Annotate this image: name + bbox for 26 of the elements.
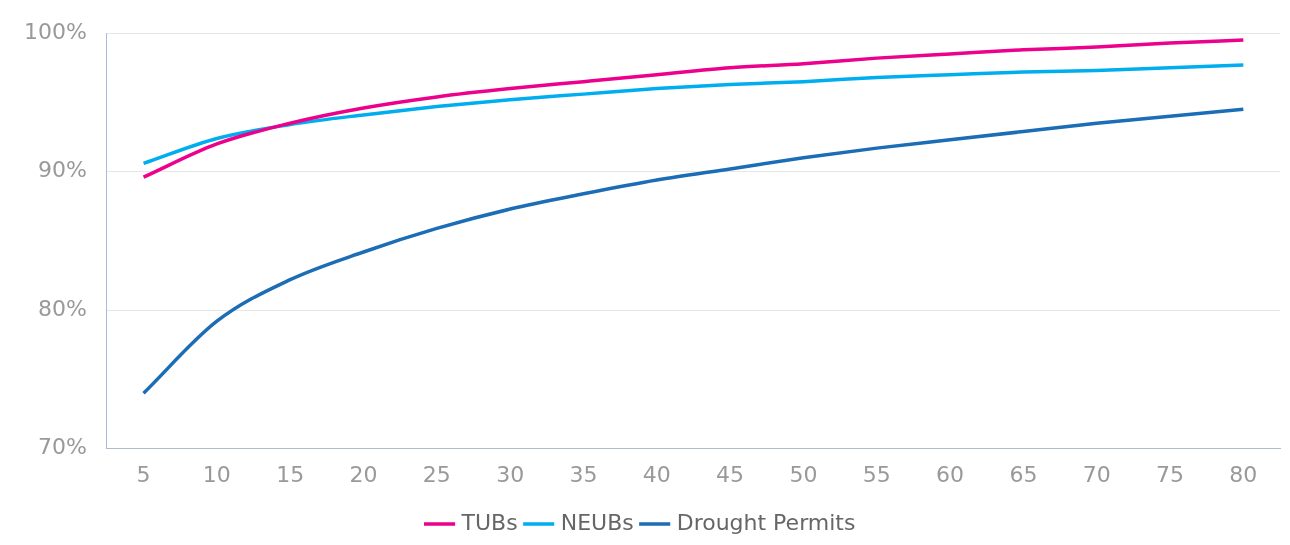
- y-tick-label: 100%: [23, 18, 87, 44]
- x-tick-label: 10: [202, 461, 231, 487]
- x-tick-label: 70: [1082, 461, 1111, 487]
- x-tick-label: 60: [936, 461, 965, 487]
- y-tick-label: 90%: [37, 157, 87, 183]
- y-tick-label: 70%: [37, 434, 87, 460]
- line-series: [141, 38, 1246, 179]
- x-tick-label: 5: [136, 461, 151, 487]
- line-series: [141, 107, 1246, 395]
- line-series: [141, 63, 1246, 166]
- x-tick-label: 25: [422, 461, 451, 487]
- legend-label: Drought Permits: [676, 509, 856, 535]
- legend-label: NEUBs: [560, 509, 634, 535]
- y-tick-label: 80%: [37, 295, 87, 321]
- x-tick-label: 45: [716, 461, 745, 487]
- x-tick-label: 35: [569, 461, 598, 487]
- x-tick-label: 40: [642, 461, 671, 487]
- x-tick-label: 20: [349, 461, 378, 487]
- x-tick-label: 30: [496, 461, 525, 487]
- x-tick-label: 15: [276, 461, 305, 487]
- x-tick-label: 75: [1156, 461, 1185, 487]
- legend-label: TUBs: [460, 509, 518, 535]
- x-tick-label: 80: [1229, 461, 1258, 487]
- x-tick-label: 65: [1009, 461, 1038, 487]
- x-tick-label: 50: [789, 461, 818, 487]
- x-tick-label: 55: [862, 461, 891, 487]
